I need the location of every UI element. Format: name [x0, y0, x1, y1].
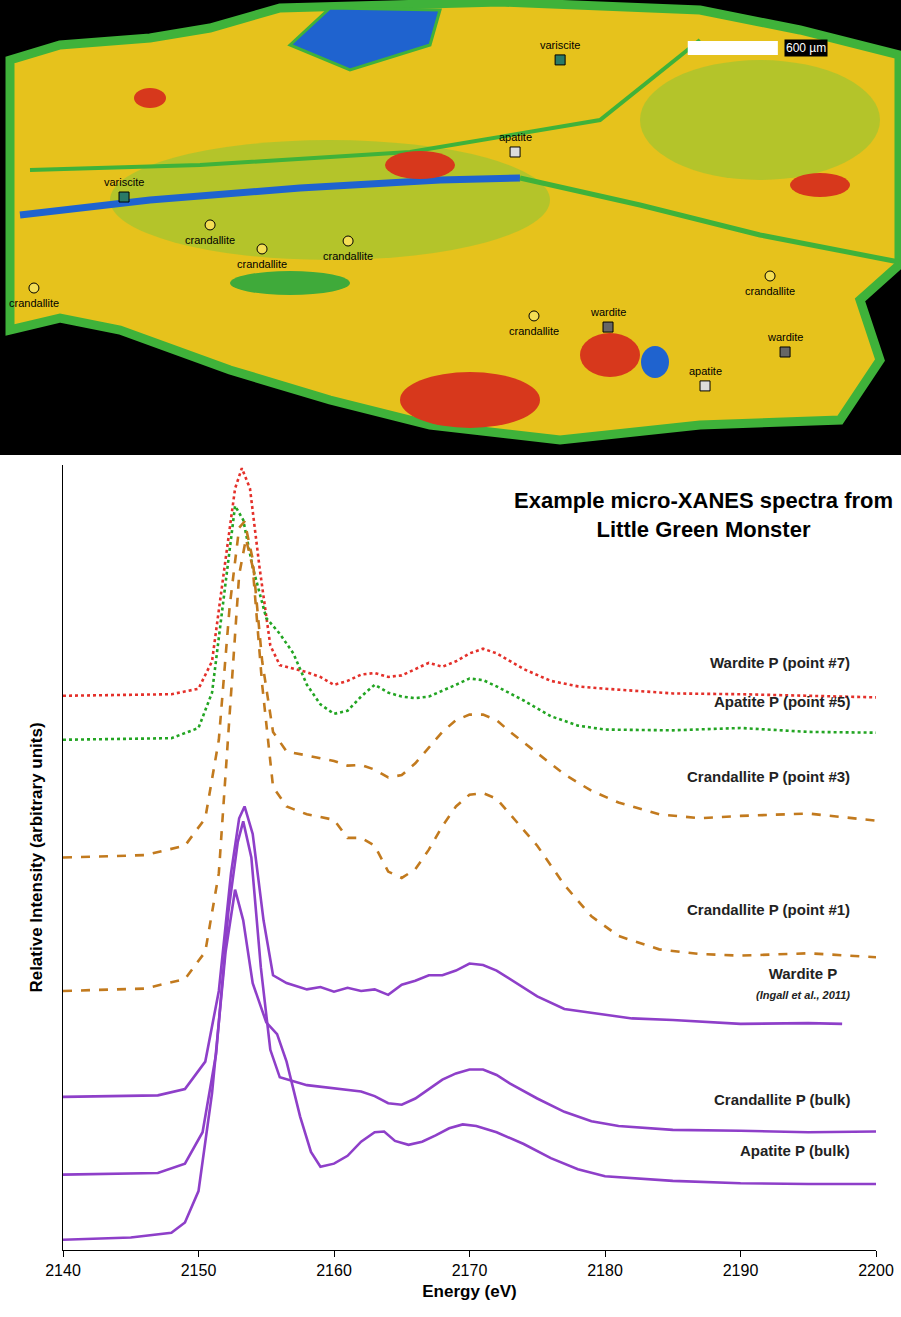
- svg-text:crandallite: crandallite: [9, 297, 59, 309]
- svg-text:apatite: apatite: [499, 131, 532, 143]
- svg-text:wardite: wardite: [590, 306, 626, 318]
- svg-text:variscite: variscite: [104, 176, 144, 188]
- svg-text:crandallite: crandallite: [237, 258, 287, 270]
- svg-text:crandallite: crandallite: [323, 250, 373, 262]
- svg-text:Crandallite P (bulk): Crandallite P (bulk): [714, 1091, 850, 1108]
- svg-text:Relative Intensity (arbitrary: Relative Intensity (arbitrary units): [27, 722, 46, 992]
- svg-text:wardite: wardite: [767, 331, 803, 343]
- svg-text:Example micro-XANES spectra fr: Example micro-XANES spectra fromLittle G…: [514, 488, 893, 542]
- svg-text:Crandallite P (point #1): Crandallite P (point #1): [687, 901, 850, 918]
- svg-text:2150: 2150: [181, 1262, 217, 1279]
- svg-text:crandallite: crandallite: [745, 285, 795, 297]
- svg-text:2160: 2160: [316, 1262, 352, 1279]
- svg-text:crandallite: crandallite: [509, 325, 559, 337]
- svg-text:crandallite: crandallite: [185, 234, 235, 246]
- svg-text:2170: 2170: [452, 1262, 488, 1279]
- svg-text:Wardite P (point #7): Wardite P (point #7): [710, 654, 850, 671]
- svg-text:600 µm: 600 µm: [786, 41, 826, 55]
- svg-text:Apatite P (point #5): Apatite P (point #5): [714, 693, 850, 710]
- svg-text:2180: 2180: [587, 1262, 623, 1279]
- svg-text:variscite: variscite: [540, 39, 580, 51]
- svg-text:2140: 2140: [45, 1262, 81, 1279]
- svg-text:Apatite P (bulk): Apatite P (bulk): [740, 1142, 850, 1159]
- svg-text:Crandallite P (point #3): Crandallite P (point #3): [687, 768, 850, 785]
- svg-text:2200: 2200: [858, 1262, 894, 1279]
- svg-text:apatite: apatite: [689, 365, 722, 377]
- svg-text:2190: 2190: [723, 1262, 759, 1279]
- svg-text:Wardite P(Ingall et al., 2011): Wardite P(Ingall et al., 2011): [756, 965, 850, 1001]
- svg-text:Energy (eV): Energy (eV): [422, 1282, 516, 1301]
